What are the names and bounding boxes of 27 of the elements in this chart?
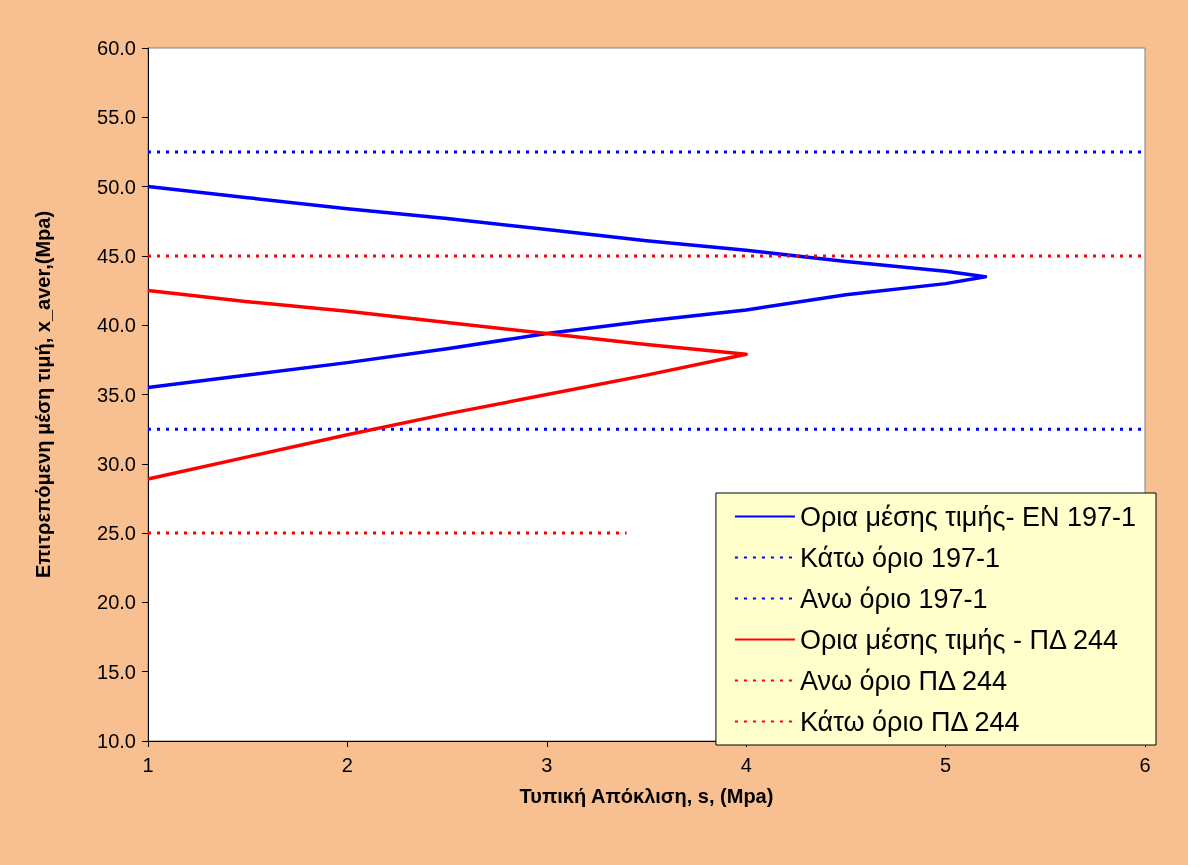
y-axis-title: Επιτρεπόμενη μέση τιμή, x_aver,(Mpa) — [32, 210, 54, 579]
legend-label: Κάτω όριο ΠΔ 244 — [799, 706, 1020, 737]
x-axis-title: Τυπική Απόκλιση, s, (Mpa) — [519, 785, 774, 807]
x-tick-label: 1 — [142, 754, 154, 776]
y-tick-label: 20.0 — [97, 591, 136, 614]
legend-label: Ανω όριο ΠΔ 244 — [799, 665, 1008, 696]
x-tick-label: 2 — [341, 754, 353, 776]
legend-label: Ορια μέσης τιμής- EN 197-1 — [799, 501, 1137, 532]
line-series — [146, 288, 748, 481]
legend-label: Ανω όριο 197-1 — [799, 583, 988, 614]
y-tick-label: 10.0 — [97, 730, 136, 752]
x-tick-label: 4 — [740, 754, 752, 776]
y-tick-label: 55.0 — [97, 106, 136, 129]
y-tick-label: 25.0 — [97, 522, 136, 545]
line-series — [146, 184, 988, 390]
y-tick-label: 45.0 — [97, 244, 136, 267]
legend-label: Κάτω όριο 197-1 — [799, 542, 1001, 573]
x-tick-label: 3 — [541, 754, 553, 776]
y-tick-label: 35.0 — [97, 383, 136, 406]
y-tick-label: 60.0 — [97, 37, 136, 59]
x-tick-label: 6 — [1139, 754, 1151, 776]
y-tick-label: 30.0 — [97, 452, 136, 475]
legend-label: Ορια μέσης τιμής - ΠΔ 244 — [799, 624, 1119, 655]
y-tick-label: 50.0 — [97, 175, 136, 198]
x-tick-label: 5 — [940, 754, 952, 776]
y-tick-label: 15.0 — [97, 660, 136, 683]
y-tick-label: 40.0 — [97, 314, 136, 337]
